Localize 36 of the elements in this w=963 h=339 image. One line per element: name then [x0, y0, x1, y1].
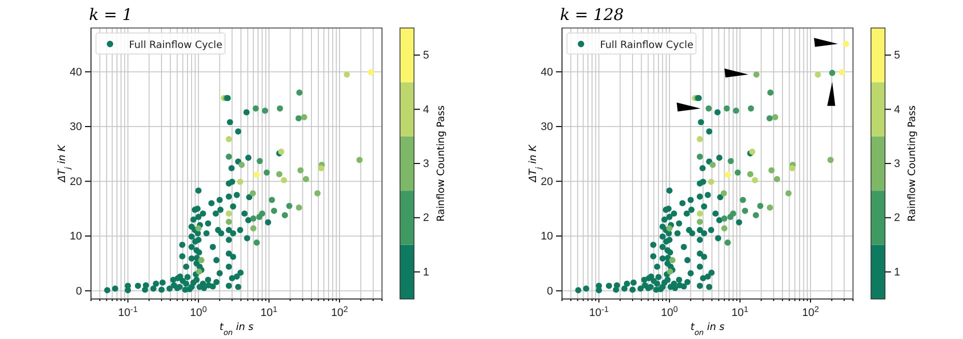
- legend-label: Full Rainflow Cycle: [600, 40, 694, 51]
- y-tick-label: 0: [546, 285, 553, 298]
- y-tick-label: 10: [70, 230, 82, 243]
- color-bar-label: 3: [894, 158, 900, 170]
- x-tick-label: 10$^{0}$: [661, 304, 678, 319]
- x-tick-label: 10$^{0}$: [190, 304, 208, 319]
- color-bar-label: 3: [423, 158, 430, 170]
- y-tick-label: 40: [540, 66, 553, 78]
- color-bar-label: 5: [423, 50, 430, 62]
- x-axis-title: t$_{on}$ in s: [690, 322, 724, 336]
- color-bar-title: Rainflow Counting Pass: [907, 105, 918, 222]
- color-bar-label: 5: [894, 50, 900, 62]
- x-tick-label: 10$^{-1}$: [118, 304, 138, 319]
- x-tick-label: 10$^{1}$: [732, 304, 749, 319]
- color-bar-label: 2: [423, 212, 430, 224]
- y-tick-label: 20: [70, 176, 82, 188]
- color-bar-label: 1: [423, 266, 430, 278]
- y-tick-label: 40: [70, 66, 82, 78]
- chart-title: k = 1: [89, 5, 132, 24]
- x-tick-label: 10$^{2}$: [331, 304, 348, 319]
- x-tick-label: 10$^{2}$: [802, 304, 820, 319]
- y-tick-label: 10: [540, 230, 553, 243]
- y-tick-label: 30: [540, 121, 553, 134]
- chart-title: k = 128: [560, 5, 624, 24]
- y-tick-label: 0: [76, 285, 82, 298]
- color-bar-label: 2: [894, 212, 900, 224]
- color-bar-title: Rainflow Counting Pass: [436, 105, 447, 222]
- x-axis-title: t$_{on}$ in s: [220, 322, 254, 336]
- x-tick-label: 10$^{-1}$: [589, 304, 610, 319]
- color-bar-label: 4: [423, 104, 430, 116]
- legend-label: Full Rainflow Cycle: [129, 40, 222, 51]
- x-tick-label: 10$^{1}$: [260, 304, 278, 319]
- color-bar-label: 1: [894, 266, 900, 278]
- y-tick-label: 30: [70, 121, 82, 134]
- color-bar-label: 4: [894, 104, 900, 116]
- y-tick-label: 20: [540, 176, 553, 188]
